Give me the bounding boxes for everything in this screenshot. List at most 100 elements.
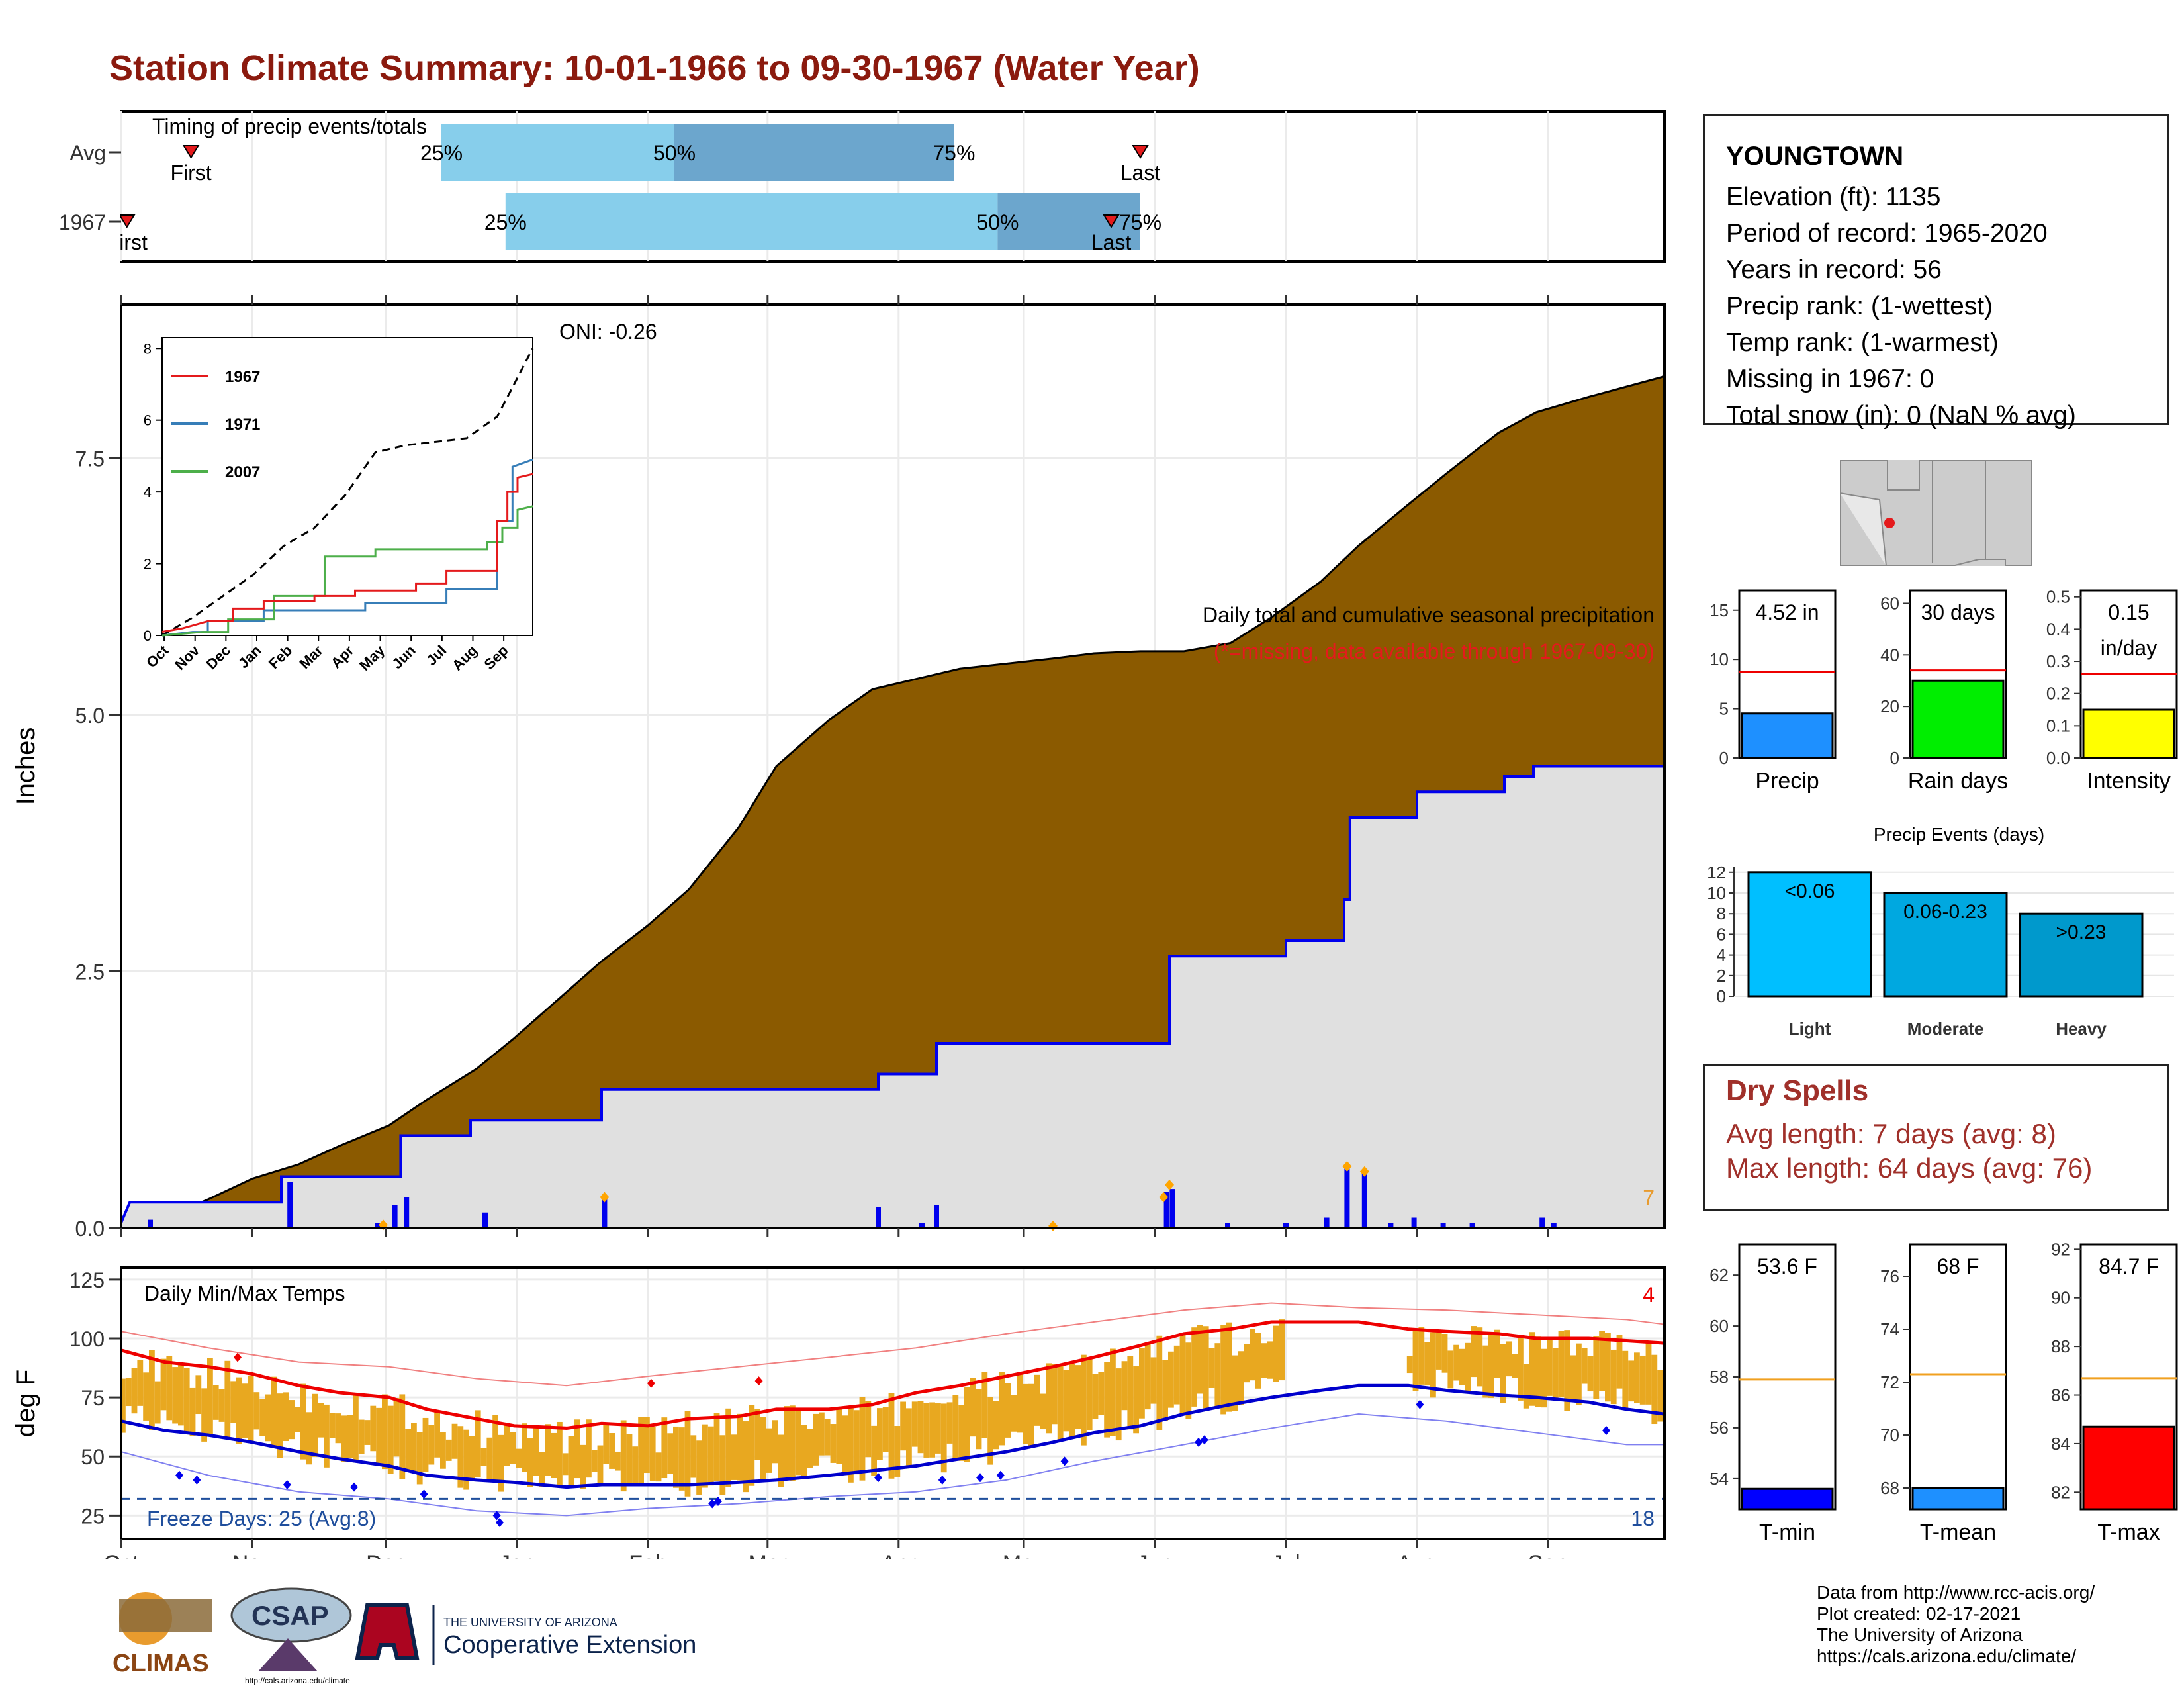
bar-value-label: 84.7 F <box>2099 1254 2159 1278</box>
temp-ytick-label: 75 <box>81 1386 105 1410</box>
daily-temp-bar <box>1267 1341 1273 1379</box>
daily-temp-bar <box>335 1413 341 1444</box>
daily-temp-bar <box>737 1413 743 1481</box>
daily-temp-bar <box>917 1401 924 1454</box>
bar-chart-ytick-label: 88 <box>2051 1336 2070 1356</box>
credit-line: Data from http://www.rcc-acis.org/ <box>1817 1582 2095 1603</box>
daily-temp-bar <box>749 1405 755 1486</box>
daily-temp-bar <box>678 1427 685 1491</box>
daily-temp-bar <box>1250 1329 1255 1381</box>
record-low-marker <box>420 1489 428 1499</box>
daily-temp-bar <box>1465 1342 1471 1393</box>
daily-temp-bar <box>1441 1333 1448 1373</box>
oni-label: ONI: -0.26 <box>559 320 657 344</box>
daily-precip-bar <box>1324 1217 1330 1228</box>
daily-temp-bar <box>1628 1360 1634 1402</box>
bar-chart-ytick-label: 86 <box>2051 1385 2070 1405</box>
bar-chart-ytick-label: 84 <box>2051 1434 2070 1454</box>
station-temp-rank: Temp rank: (1-warmest) <box>1726 328 1999 357</box>
daily-precip-bar <box>1283 1223 1289 1228</box>
daily-temp-bar <box>516 1448 522 1468</box>
month-label: Mar <box>749 1551 788 1559</box>
event-category-label: Moderate <box>1907 1019 1984 1039</box>
daily-temp-bar <box>1506 1341 1512 1377</box>
precip-ytick-label: 5.0 <box>75 704 105 727</box>
daily-precip-bar <box>392 1205 398 1228</box>
daily-temp-bar <box>498 1434 504 1492</box>
bar-chart-ytick-label: 0.1 <box>2046 716 2070 735</box>
daily-temp-bar <box>1488 1335 1494 1398</box>
daily-temp-bar <box>638 1417 644 1487</box>
precip-ytick-label: 7.5 <box>75 447 105 471</box>
daily-temp-bar <box>1191 1327 1197 1407</box>
bar-chart-ytick-label: 58 <box>1709 1367 1729 1387</box>
daily-temp-bar <box>1494 1329 1500 1378</box>
daily-temp-bar <box>1185 1342 1192 1419</box>
timing-q50-label: 50% <box>653 141 696 165</box>
bar-chart-ytick-label: 54 <box>1709 1469 1729 1489</box>
daily-temp-bar <box>154 1381 161 1424</box>
inset-frame <box>161 337 533 636</box>
daily-temp-bar <box>1086 1358 1093 1430</box>
daily-temp-bar <box>1226 1322 1232 1412</box>
daily-precip-marker <box>1159 1192 1169 1203</box>
daily-precip-bar <box>404 1197 410 1228</box>
daily-temp-bar <box>667 1433 673 1474</box>
daily-precip-marker <box>1342 1161 1352 1172</box>
daily-temp-bar <box>1430 1332 1436 1398</box>
daily-temp-bar <box>707 1426 714 1486</box>
daily-temp-bar <box>253 1392 260 1430</box>
daily-temp-bar <box>1232 1355 1238 1411</box>
daily-temp-bar <box>1518 1338 1524 1401</box>
daily-temp-bar <box>1616 1335 1623 1389</box>
daily-precip-bar <box>1469 1223 1475 1228</box>
bar-chart-ytick-label: 0 <box>1719 748 1729 768</box>
daily-precip-bar <box>1225 1223 1230 1228</box>
daily-temp-bar <box>277 1393 283 1458</box>
daily-temp-bar <box>557 1421 563 1485</box>
bar-chart-ytick-label: 0.5 <box>2046 587 2070 607</box>
record-low-marker <box>492 1511 501 1521</box>
station-location-dot <box>1884 518 1895 528</box>
climas-land-icon <box>119 1599 212 1632</box>
daily-temp-bar <box>1657 1370 1663 1422</box>
daily-temp-bar <box>1651 1354 1658 1425</box>
daily-temp-bar <box>696 1440 702 1495</box>
dry-spells-max: Max length: 64 days (avg: 76) <box>1726 1152 2093 1184</box>
credit-line: The University of Arizona <box>1817 1624 2023 1645</box>
month-label: Jun <box>1137 1551 1173 1559</box>
daily-temp-bar <box>836 1408 842 1464</box>
record-low-marker <box>1416 1399 1424 1409</box>
record-low-marker <box>996 1470 1005 1480</box>
daily-temp-bar <box>218 1389 225 1422</box>
daily-temp-bar <box>411 1423 417 1472</box>
record-low-marker <box>175 1470 183 1480</box>
bar-chart-ytick-label: 60 <box>1709 1316 1729 1336</box>
dry-spells-box: Dry Spells Avg length: 7 days (avg: 8) M… <box>1703 1064 2169 1211</box>
daily-temp-bar <box>230 1381 236 1423</box>
freeze-days-value: 18 <box>1631 1507 1655 1530</box>
daily-temp-bar <box>224 1360 231 1438</box>
bar-chart-ytick-label: 74 <box>1880 1319 1899 1339</box>
daily-temp-bar <box>1558 1331 1565 1397</box>
logos: CLIMAS CSAP http://cals.arizona.edu/clim… <box>113 1587 696 1685</box>
dry-spells-avg: Avg length: 7 days (avg: 8) <box>1726 1118 2056 1149</box>
daily-temp-bar <box>300 1383 306 1460</box>
daily-temp-bar <box>1098 1372 1105 1415</box>
timing-row-label: 1967 <box>59 211 106 234</box>
daily-temp-bar <box>1593 1336 1600 1400</box>
csap-mountain-icon <box>258 1638 318 1671</box>
daily-temp-bar <box>987 1397 993 1465</box>
bar-value-label: 0.15 <box>2108 600 2149 624</box>
timing-q25-label: 25% <box>484 211 527 234</box>
bar-chart-ytick-label: 82 <box>2051 1482 2070 1502</box>
daily-temp-bar <box>486 1437 493 1482</box>
freeze-days-label: Freeze Days: 25 (Avg:8) <box>147 1507 376 1530</box>
bar-name-label: T-min <box>1759 1520 1815 1545</box>
bar-chart-ytick-label: 5 <box>1719 699 1729 719</box>
events-ytick-label: 4 <box>1717 945 1726 965</box>
summary-bar <box>2082 1425 2175 1511</box>
timing-chart: Timing of precip events/totals Avg 25% 50% 7… <box>0 110 1666 271</box>
daily-temp-bar <box>201 1388 207 1442</box>
daily-precip-bar <box>919 1223 925 1228</box>
